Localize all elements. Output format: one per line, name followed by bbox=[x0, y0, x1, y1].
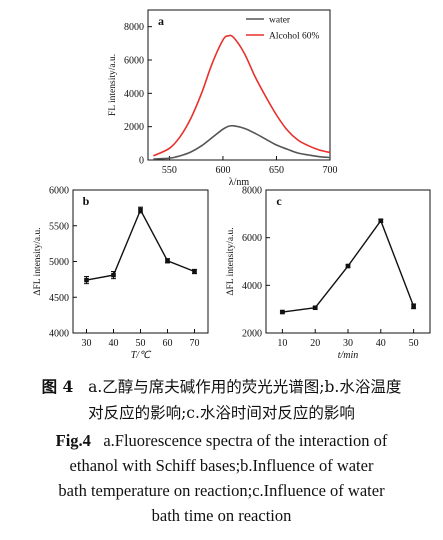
caption-chinese: 图 4 a.乙醇与席夫碱作用的荧光光谱图;b.水浴温度 对反应的影响;c.水浴时… bbox=[0, 374, 443, 426]
caption-cn-line2: 对反应的影响;c.水浴时间对反应的影响 bbox=[88, 404, 355, 422]
x-tick-label: 30 bbox=[343, 338, 353, 349]
x-tick-label: 650 bbox=[269, 165, 284, 176]
x-tick-label: 70 bbox=[190, 338, 200, 349]
panel-b-temperature-chart: b 30 40 50 60 70 4000 4500 5000 5500 6000 T/℃ ΔFL in… bbox=[33, 186, 209, 361]
caption-en-line2: ethanol with Schiff bases;b.Influence of… bbox=[69, 456, 374, 475]
y-tick-label: 6000 bbox=[49, 186, 69, 197]
panel-label: b bbox=[83, 194, 90, 208]
x-axis-label: T/℃ bbox=[131, 350, 152, 361]
x-tick-label: 10 bbox=[277, 338, 287, 349]
x-tick-label: 60 bbox=[163, 338, 173, 349]
y-tick-label: 2000 bbox=[124, 122, 144, 133]
panel-label: c bbox=[276, 194, 282, 208]
x-axis-label: λ/nm bbox=[229, 177, 250, 188]
y-tick-label: 6000 bbox=[242, 233, 262, 244]
x-tick-label: 40 bbox=[109, 338, 119, 349]
y-tick-label: 2000 bbox=[242, 329, 262, 340]
x-axis-label: t/min bbox=[338, 350, 359, 361]
y-tick-label: 6000 bbox=[124, 56, 144, 67]
y-axis-label: FL intensity/a.u. bbox=[108, 54, 118, 116]
data-point bbox=[138, 207, 143, 213]
caption-en-line3: bath temperature on reaction;c.Influence… bbox=[58, 481, 385, 500]
y-tick-label: 4000 bbox=[242, 281, 262, 292]
x-tick-label: 700 bbox=[323, 165, 338, 176]
panel-label: a bbox=[158, 14, 164, 28]
y-tick-label: 5500 bbox=[49, 221, 69, 232]
data-point bbox=[378, 218, 384, 224]
caption-cn-label: 图 4 bbox=[41, 377, 74, 396]
y-tick-label: 4000 bbox=[124, 89, 144, 100]
x-tick-label: 50 bbox=[136, 338, 146, 349]
caption-cn-line1: 图 4 a.乙醇与席夫碱作用的荧光光谱图;b.水浴温度 bbox=[0, 374, 443, 400]
y-tick-label: 0 bbox=[139, 156, 144, 167]
caption-en-line4: bath time on reaction bbox=[151, 506, 292, 525]
series-line-alcohol-60- bbox=[153, 34, 331, 157]
caption-en-label: Fig.4 bbox=[55, 431, 91, 450]
x-tick-label: 600 bbox=[215, 165, 230, 176]
data-point bbox=[165, 258, 170, 264]
x-tick-label: 30 bbox=[82, 338, 92, 349]
series-line-water bbox=[153, 124, 331, 160]
plot-frame bbox=[147, 9, 331, 161]
panel-c-time-chart: c 10 20 30 40 50 2000 4000 6000 8000 t/min ΔFL inte… bbox=[226, 186, 431, 361]
caption-en-line1: Fig.4 a.Fluorescence spectra of the inte… bbox=[0, 428, 443, 453]
legend-label: water bbox=[269, 16, 291, 26]
y-axis-label: ΔFL intensity/a.u. bbox=[33, 227, 43, 295]
data-point bbox=[84, 277, 89, 283]
series-line-data bbox=[86, 208, 195, 281]
data-point bbox=[312, 305, 318, 311]
data-point bbox=[411, 304, 416, 309]
legend-label: Alcohol 60% bbox=[269, 32, 319, 42]
y-tick-label: 8000 bbox=[242, 186, 262, 197]
y-tick-label: 5000 bbox=[49, 257, 69, 268]
y-axis-label: ΔFL intensity/a.u. bbox=[226, 227, 236, 295]
y-tick-label: 8000 bbox=[124, 22, 144, 33]
x-tick-label: 20 bbox=[310, 338, 320, 349]
y-tick-label: 4000 bbox=[49, 329, 69, 340]
data-point bbox=[192, 269, 197, 274]
y-tick-label: 4500 bbox=[49, 293, 69, 304]
x-tick-label: 50 bbox=[409, 338, 419, 349]
data-point bbox=[345, 263, 351, 269]
x-tick-label: 40 bbox=[376, 338, 386, 349]
data-point bbox=[280, 309, 285, 315]
caption-en-text1: a.Fluorescence spectra of the interactio… bbox=[103, 431, 388, 450]
caption-cn-text1: a.乙醇与席夫碱作用的荧光光谱图;b.水浴温度 bbox=[88, 378, 402, 396]
panel-a-spectra-chart: a 550 600 650 700 0 2000 4000 6000 8000 λ/nm FL int… bbox=[108, 9, 338, 188]
data-point bbox=[111, 272, 116, 278]
caption-english: Fig.4 a.Fluorescence spectra of the inte… bbox=[0, 428, 443, 528]
x-tick-label: 550 bbox=[162, 165, 177, 176]
